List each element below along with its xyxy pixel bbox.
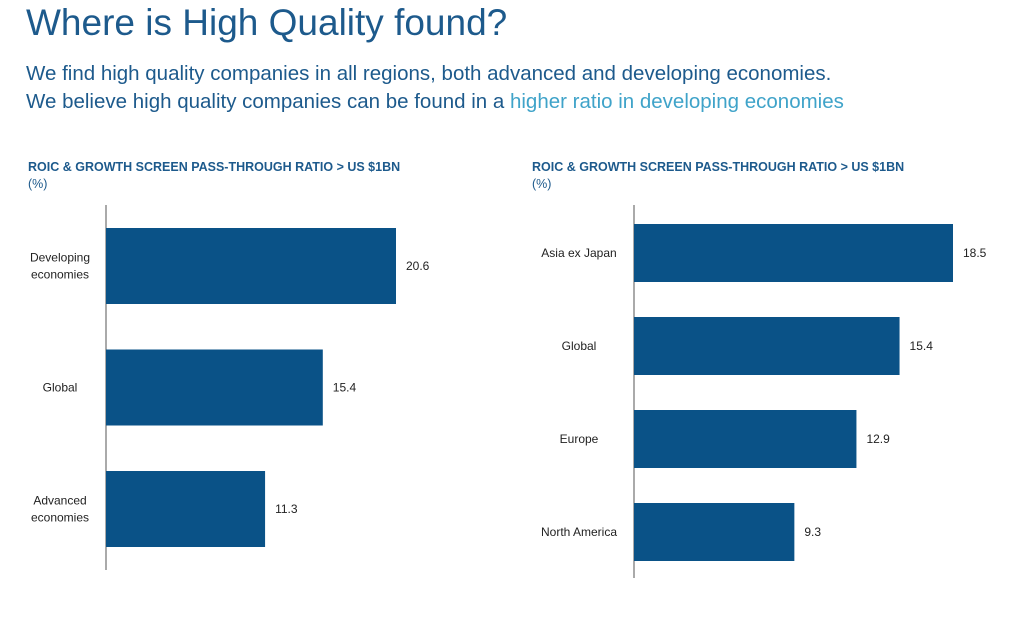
right-chart-category-label: Asia ex Japan — [541, 246, 616, 260]
left-chart-title: ROIC & GROWTH SCREEN PASS-THROUGH RATIO … — [28, 160, 401, 174]
right-chart-category-label: North America — [541, 525, 617, 539]
right-chart-title: ROIC & GROWTH SCREEN PASS-THROUGH RATIO … — [532, 160, 905, 174]
left-chart-value-label: 15.4 — [333, 381, 357, 395]
right-chart-category-label: Global — [562, 339, 597, 353]
right-chart-value-label: 18.5 — [963, 246, 987, 260]
left-chart-value-label: 11.3 — [275, 502, 298, 516]
subtitle-line-2-highlight: higher ratio in developing economies — [509, 90, 844, 113]
left-chart-bar — [106, 349, 323, 426]
right-chart-bar — [634, 224, 953, 282]
left-chart-value-label: 20.6 — [406, 259, 430, 273]
left-chart-category-label: economies — [31, 268, 89, 282]
right-chart-value-label: 12.9 — [866, 432, 890, 446]
left-chart-category-label: economies — [31, 511, 89, 525]
right-chart-unit: (%) — [532, 177, 552, 191]
right-chart-value-label: 9.3 — [804, 525, 821, 539]
subtitle-line-1: We find high quality companies in all re… — [26, 62, 832, 85]
right-chart-bar — [634, 503, 795, 561]
subtitle-line-2: We believe high quality companies can be… — [26, 90, 844, 114]
left-chart-unit: (%) — [28, 177, 48, 191]
right-chart-bar — [634, 410, 857, 468]
subtitle-line-2-prefix: We believe high quality companies can be… — [26, 90, 510, 113]
right-chart-bar — [634, 317, 900, 375]
left-chart-category-label: Advanced — [33, 494, 86, 508]
page-title: Where is High Quality found? — [26, 2, 508, 43]
left-chart-bar — [106, 471, 266, 547]
right-chart-value-label: 15.4 — [910, 339, 934, 353]
left-chart-bar — [106, 228, 396, 304]
right-chart-category-label: Europe — [560, 432, 599, 446]
left-chart-category-label: Developing — [30, 251, 90, 265]
left-chart-category-label: Global — [43, 381, 78, 395]
